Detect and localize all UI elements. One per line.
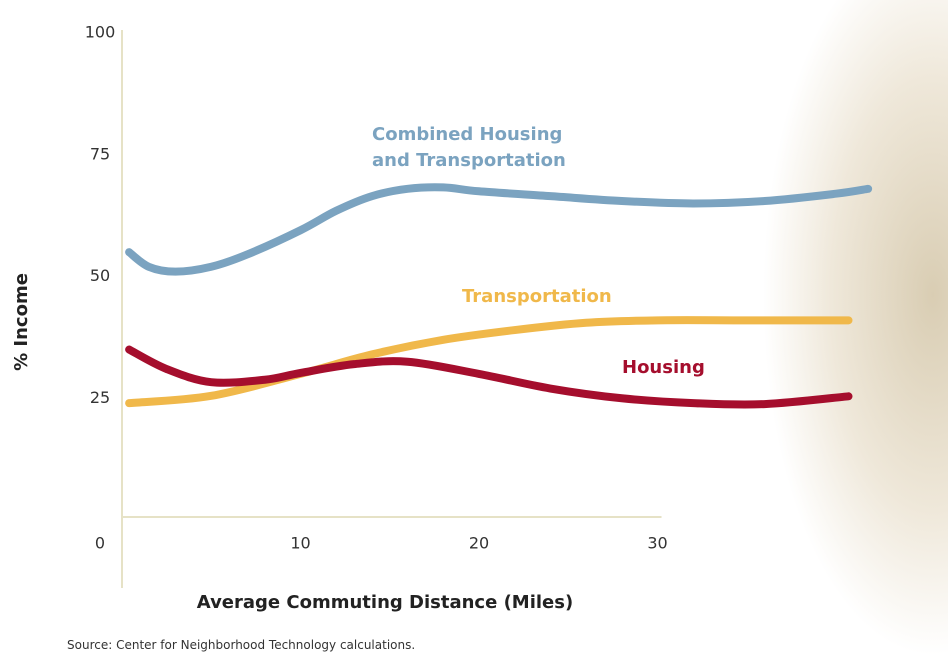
- x-tick-label: 30: [647, 534, 667, 553]
- background-art: [640, 0, 948, 655]
- series-label: Combined Housing and Transportation: [372, 124, 566, 171]
- series-line: [125, 345, 853, 409]
- y-axis-title: % Income: [11, 273, 32, 371]
- series-label: Transportation: [462, 286, 612, 307]
- x-tick-label: 10: [290, 534, 310, 553]
- series-line: [125, 316, 853, 408]
- x-tick-label: 20: [469, 534, 489, 553]
- y-tick-label: 0: [95, 534, 105, 553]
- source-note: Source: Center for Neighborhood Technolo…: [67, 638, 416, 652]
- y-tick-label: 75: [90, 144, 110, 163]
- y-tick-label: 50: [90, 266, 110, 285]
- x-axis-title: Average Commuting Distance (Miles): [197, 592, 573, 613]
- y-tick-label: 100: [85, 23, 116, 42]
- y-tick-label: 25: [90, 388, 110, 407]
- series-line: [125, 183, 873, 276]
- series-label: Housing: [622, 357, 705, 378]
